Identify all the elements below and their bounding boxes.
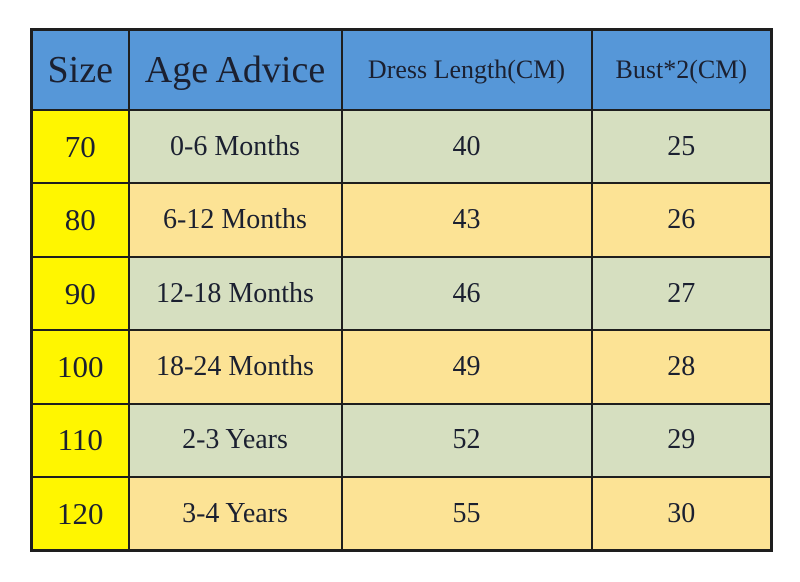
age-cell: 18-24 Months xyxy=(127,329,343,405)
dress-length-cell: 52 xyxy=(340,402,593,479)
bust-cell: 26 xyxy=(590,182,773,258)
table-row: 90 12-18 Months 46 27 xyxy=(30,255,773,332)
dress-length-cell: 40 xyxy=(340,108,593,185)
size-chart: Size Age Advice Dress Length(CM) Bust*2(… xyxy=(30,28,773,552)
size-cell: 110 xyxy=(30,402,130,479)
column-header-size: Size xyxy=(30,28,130,111)
dress-length-cell: 49 xyxy=(340,329,593,405)
age-cell: 3-4 Years xyxy=(127,476,343,552)
table-row: 80 6-12 Months 43 26 xyxy=(30,182,773,258)
size-cell: 70 xyxy=(30,108,130,185)
age-cell: 0-6 Months xyxy=(127,108,343,185)
dress-length-cell: 46 xyxy=(340,255,593,332)
table-row: 100 18-24 Months 49 28 xyxy=(30,329,773,405)
column-header-dress-length: Dress Length(CM) xyxy=(340,28,593,111)
table-row: 120 3-4 Years 55 30 xyxy=(30,476,773,552)
bust-cell: 29 xyxy=(590,402,773,479)
size-cell: 90 xyxy=(30,255,130,332)
table-row: 110 2-3 Years 52 29 xyxy=(30,402,773,479)
age-cell: 6-12 Months xyxy=(127,182,343,258)
size-cell: 120 xyxy=(30,476,130,552)
bust-cell: 28 xyxy=(590,329,773,405)
dress-length-cell: 43 xyxy=(340,182,593,258)
size-chart-table: Size Age Advice Dress Length(CM) Bust*2(… xyxy=(30,28,773,552)
bust-cell: 30 xyxy=(590,476,773,552)
age-cell: 2-3 Years xyxy=(127,402,343,479)
column-header-age-advice: Age Advice xyxy=(127,28,343,111)
table-header-row: Size Age Advice Dress Length(CM) Bust*2(… xyxy=(30,28,773,111)
size-cell: 100 xyxy=(30,329,130,405)
table-row: 70 0-6 Months 40 25 xyxy=(30,108,773,185)
dress-length-cell: 55 xyxy=(340,476,593,552)
column-header-bust: Bust*2(CM) xyxy=(590,28,773,111)
bust-cell: 27 xyxy=(590,255,773,332)
size-cell: 80 xyxy=(30,182,130,258)
bust-cell: 25 xyxy=(590,108,773,185)
age-cell: 12-18 Months xyxy=(127,255,343,332)
